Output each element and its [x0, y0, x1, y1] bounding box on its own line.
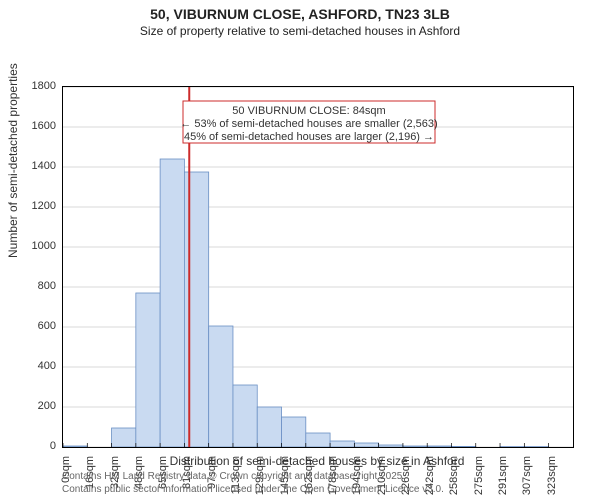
y-tick: 600 — [38, 320, 56, 332]
y-tick: 800 — [38, 280, 56, 292]
histogram-bar — [160, 159, 184, 447]
annotation-line: 50 VIBURNUM CLOSE: 84sqm — [232, 105, 385, 117]
chart-title: 50, VIBURNUM CLOSE, ASHFORD, TN23 3LB — [0, 6, 600, 22]
y-tick: 1000 — [32, 240, 56, 252]
histogram-bar — [63, 446, 87, 447]
histogram-bar — [306, 433, 330, 447]
histogram-bar — [136, 293, 160, 447]
y-tick: 400 — [38, 360, 56, 372]
histogram-bar — [282, 417, 306, 447]
y-tick: 200 — [38, 400, 56, 412]
footer-line-1: Contains HM Land Registry data © Crown c… — [62, 471, 444, 484]
histogram-bar — [451, 446, 475, 447]
histogram-bar — [209, 326, 233, 447]
histogram-bar — [233, 385, 257, 447]
annotation-line: ← 53% of semi-detached houses are smalle… — [180, 118, 437, 130]
footer-line-2: Contains public sector information licen… — [62, 484, 444, 497]
histogram-bar — [184, 172, 208, 447]
chart-svg: 50 VIBURNUM CLOSE: 84sqm← 53% of semi-de… — [63, 87, 573, 447]
plot-area: 50 VIBURNUM CLOSE: 84sqm← 53% of semi-de… — [62, 86, 574, 448]
chart-subtitle: Size of property relative to semi-detach… — [0, 24, 600, 38]
footer-attribution: Contains HM Land Registry data © Crown c… — [62, 471, 444, 496]
histogram-bar — [330, 441, 354, 447]
y-tick: 1800 — [32, 80, 56, 92]
histogram-bar — [403, 446, 427, 447]
histogram-bar — [257, 407, 281, 447]
annotation-line: 45% of semi-detached houses are larger (… — [184, 131, 434, 143]
y-tick-labels: 020040060080010001200140016001800 — [0, 86, 60, 446]
y-tick: 1600 — [32, 120, 56, 132]
histogram-bar — [354, 443, 378, 447]
x-axis-label: Distribution of semi-detached houses by … — [62, 454, 572, 468]
y-tick: 1400 — [32, 160, 56, 172]
histogram-bar — [112, 428, 136, 447]
histogram-bar — [427, 446, 451, 447]
y-tick: 1200 — [32, 200, 56, 212]
histogram-bar — [379, 445, 403, 447]
y-tick: 0 — [50, 440, 56, 452]
